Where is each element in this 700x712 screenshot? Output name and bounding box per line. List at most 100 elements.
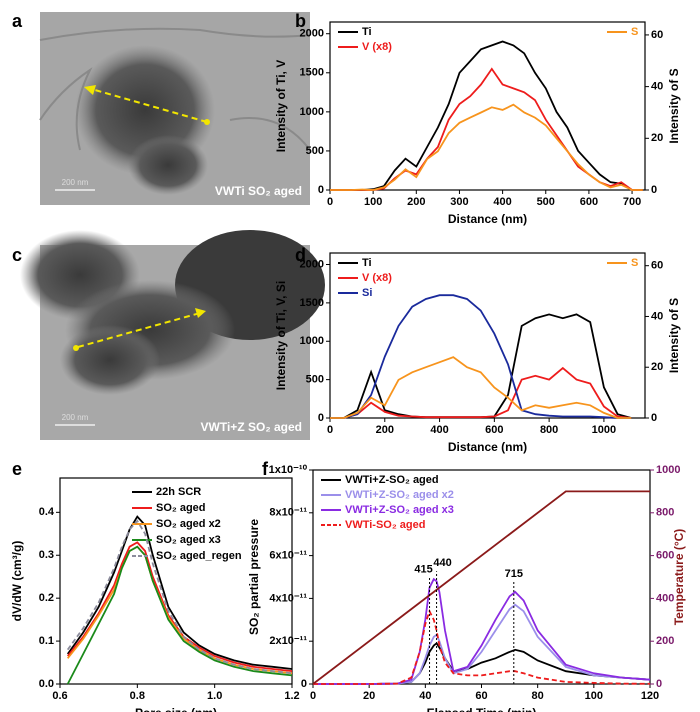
panel-label: e	[12, 459, 22, 479]
legend-label: Ti	[362, 257, 372, 269]
x-tick-label: 800	[540, 424, 558, 436]
plot-frame	[329, 21, 646, 191]
x-tick-label: 100	[364, 196, 382, 208]
x-tick-label: 0.8	[130, 690, 145, 702]
y2-tick-label: 60	[651, 29, 663, 41]
legend-label: SO₂ aged_regen	[156, 550, 242, 562]
x-tick-label: 80	[532, 690, 544, 702]
y2-axis-title: Temperature (°C)	[672, 529, 686, 626]
peak-label: 415	[414, 564, 432, 576]
y2-tick-label: 800	[656, 507, 674, 519]
scale-bar-label: 200 nm	[62, 413, 89, 422]
series-line	[66, 541, 293, 672]
plot-frame	[329, 252, 646, 419]
y-tick-label: 0	[318, 412, 324, 424]
y2-tick-label: 40	[651, 81, 663, 93]
y2-tick-label: 400	[656, 592, 674, 604]
y-tick-label: 500	[306, 374, 324, 386]
x-tick-label: 0.6	[52, 690, 67, 702]
legend-label: Si	[362, 287, 372, 299]
panel-label: d	[295, 245, 306, 265]
legend-label: VWTi+Z-SO₂ aged x2	[345, 489, 454, 501]
series-line	[66, 545, 293, 685]
x-axis-title: Distance (nm)	[448, 212, 527, 226]
x-tick-label: 700	[623, 196, 641, 208]
y-tick-label: 0.2	[39, 592, 54, 604]
tem-image-c: 200 nm VWTi+Z SO₂ aged	[20, 230, 325, 440]
x-tick-label: 1.0	[207, 690, 222, 702]
y2-tick-label: 20	[651, 361, 663, 373]
y-tick-label: 1000	[300, 335, 324, 347]
x-tick-label: 400	[430, 424, 448, 436]
legend-label: SO₂ aged x2	[156, 518, 221, 530]
y2-tick-label: 200	[656, 635, 674, 647]
x-tick-label: 300	[450, 196, 468, 208]
y2-axis-title: Intensity of S	[667, 68, 681, 143]
y-tick-label: 0.4	[39, 506, 55, 518]
series-line	[330, 313, 632, 419]
y2-tick-label: 20	[651, 132, 663, 144]
series-line	[66, 515, 293, 670]
y-tick-label: 1000	[300, 106, 324, 118]
x-tick-label: 40	[419, 690, 431, 702]
series-line	[313, 603, 651, 685]
y2-axis-title: Intensity of S	[667, 298, 681, 373]
plot-frame	[59, 477, 293, 685]
panel-label: a	[12, 11, 23, 31]
y-axis-title: SO₂ partial pressure	[247, 519, 261, 635]
series-line	[330, 40, 643, 191]
y-tick-label: 2x10⁻¹¹	[269, 635, 307, 647]
panel-label: f	[262, 459, 269, 479]
image-caption: VWTi SO₂ aged	[215, 184, 302, 198]
y-axis-title: dV/dW (cm³/g)	[10, 541, 24, 622]
legend-label: V (x8)	[362, 272, 392, 284]
series-line	[313, 608, 651, 685]
x-tick-label: 0	[327, 424, 333, 436]
x-tick-label: 0	[327, 196, 333, 208]
y-tick-label: 0.0	[39, 678, 54, 690]
legend-label: 22h SCR	[156, 486, 201, 498]
y-tick-label: 1500	[300, 297, 324, 309]
series-line	[330, 103, 643, 191]
y2-tick-label: 40	[651, 310, 663, 322]
tem-image-a: 200 nm VWTi SO₂ aged	[39, 12, 311, 205]
legend-label: VWTi-SO₂ aged	[345, 519, 425, 531]
legend-label: S	[631, 257, 638, 269]
panel-label: b	[295, 11, 306, 31]
y-tick-label: 500	[306, 145, 324, 157]
y2-tick-label: 1000	[656, 464, 680, 476]
y-tick-label: 8x10⁻¹¹	[269, 507, 307, 519]
legend-label: S	[631, 26, 638, 38]
series-line	[330, 356, 632, 419]
series-line	[313, 577, 651, 685]
x-tick-label: 600	[485, 424, 503, 436]
legend-label: VWTi+Z-SO₂ aged x3	[345, 504, 454, 516]
legend-label: VWTi+Z-SO₂ aged	[345, 474, 439, 486]
y-tick-label: 0.3	[39, 549, 54, 561]
y2-tick-label: 600	[656, 550, 674, 562]
legend-label: Ti	[362, 26, 372, 38]
y-tick-label: 0.1	[39, 635, 54, 647]
series-line	[312, 490, 650, 685]
x-tick-label: 120	[641, 690, 659, 702]
y-tick-label: 0	[318, 184, 324, 196]
x-axis-title: Pore size (nm)	[135, 706, 217, 712]
peak-label: 715	[505, 568, 523, 580]
series-line	[330, 366, 632, 419]
series-line	[66, 519, 293, 675]
x-tick-label: 200	[376, 424, 394, 436]
series-line	[313, 641, 651, 685]
panel-label: c	[12, 245, 22, 265]
y-tick-label: 2000	[300, 258, 324, 270]
image-caption: VWTi+Z SO₂ aged	[201, 420, 302, 434]
x-axis-title: Distance (nm)	[448, 440, 527, 454]
y-tick-label: 1x10⁻¹⁰	[269, 464, 308, 476]
x-tick-label: 1.2	[284, 690, 299, 702]
y2-tick-label: 0	[656, 678, 662, 690]
legend-label: SO₂ aged x3	[156, 534, 221, 546]
y-tick-label: 2000	[300, 28, 324, 40]
x-tick-label: 200	[407, 196, 425, 208]
series-line	[330, 294, 632, 419]
y-tick-label: 0	[301, 678, 307, 690]
